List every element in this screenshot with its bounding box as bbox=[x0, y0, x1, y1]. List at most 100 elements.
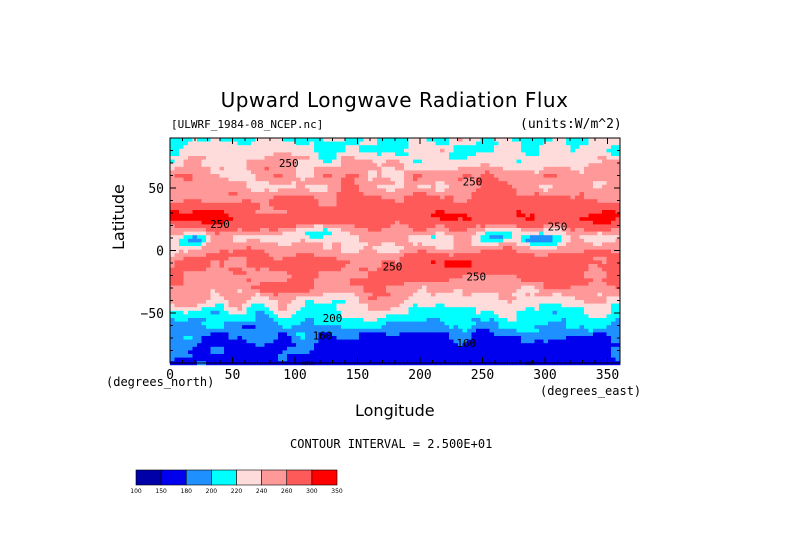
heatmap-cell bbox=[210, 177, 216, 182]
heatmap-cell bbox=[363, 159, 369, 164]
heatmap-cell bbox=[606, 300, 612, 304]
heatmap-cell bbox=[426, 217, 432, 222]
heatmap-cell bbox=[174, 278, 180, 283]
heatmap-cell bbox=[507, 264, 513, 268]
heatmap-cell bbox=[287, 170, 292, 175]
heatmap-cell bbox=[183, 213, 189, 218]
heatmap-cell bbox=[525, 274, 531, 279]
heatmap-cell bbox=[561, 303, 567, 308]
heatmap-cell bbox=[557, 202, 562, 207]
heatmap-cell bbox=[597, 285, 603, 290]
heatmap-cell bbox=[489, 278, 495, 283]
heatmap-cell bbox=[368, 177, 373, 182]
heatmap-cell bbox=[296, 184, 301, 189]
heatmap-cell bbox=[453, 224, 459, 229]
heatmap-cell bbox=[440, 260, 445, 265]
heatmap-cell bbox=[354, 188, 360, 193]
heatmap-cell bbox=[255, 253, 261, 258]
heatmap-cell bbox=[390, 310, 396, 315]
heatmap-cell bbox=[188, 148, 193, 153]
heatmap-cell bbox=[593, 224, 598, 229]
heatmap-cell bbox=[458, 174, 463, 178]
heatmap-cell bbox=[246, 253, 252, 258]
heatmap-cell bbox=[575, 289, 580, 294]
heatmap-cell bbox=[246, 166, 252, 171]
heatmap-cell bbox=[399, 148, 405, 153]
heatmap-cell bbox=[201, 145, 207, 150]
heatmap-cell bbox=[242, 206, 247, 211]
heatmap-cell bbox=[309, 192, 315, 196]
heatmap-cell bbox=[228, 174, 234, 178]
heatmap-cell bbox=[300, 271, 306, 276]
heatmap-cell bbox=[368, 213, 373, 218]
heatmap-cell bbox=[300, 213, 306, 218]
heatmap-cell bbox=[525, 192, 531, 196]
heatmap-cell bbox=[224, 170, 229, 175]
heatmap-cell bbox=[444, 289, 450, 294]
heatmap-cell bbox=[570, 264, 576, 268]
heatmap-cell bbox=[260, 217, 265, 222]
heatmap-cell bbox=[575, 210, 580, 214]
heatmap-cell bbox=[507, 224, 513, 229]
heatmap-cell bbox=[269, 231, 274, 236]
heatmap-cell bbox=[566, 303, 571, 308]
heatmap-cell bbox=[305, 206, 310, 211]
heatmap-cell bbox=[584, 220, 589, 225]
heatmap-cell bbox=[332, 166, 337, 171]
heatmap-cell bbox=[192, 217, 198, 222]
heatmap-cell bbox=[336, 220, 342, 225]
heatmap-cell bbox=[507, 285, 513, 290]
heatmap-cell bbox=[359, 235, 364, 240]
heatmap-cell bbox=[584, 256, 589, 261]
heatmap-cell bbox=[534, 300, 540, 304]
heatmap-cell bbox=[521, 181, 526, 186]
heatmap-cell bbox=[296, 242, 301, 247]
heatmap-cell bbox=[440, 285, 445, 290]
heatmap-cell bbox=[273, 256, 279, 261]
heatmap-cell bbox=[300, 246, 306, 250]
heatmap-cell bbox=[602, 224, 607, 229]
heatmap-cell bbox=[498, 310, 504, 315]
heatmap-cell bbox=[206, 159, 211, 164]
heatmap-cell bbox=[516, 260, 522, 265]
heatmap-cell bbox=[548, 296, 553, 301]
heatmap-cell bbox=[233, 195, 238, 200]
heatmap-cell bbox=[309, 228, 315, 232]
heatmap-cell bbox=[282, 289, 288, 294]
heatmap-cell bbox=[413, 206, 418, 211]
heatmap-cell bbox=[296, 195, 301, 200]
heatmap-cell bbox=[543, 220, 549, 225]
heatmap-cell bbox=[341, 282, 346, 286]
heatmap-cell bbox=[489, 296, 495, 301]
heatmap-cell bbox=[233, 170, 238, 175]
heatmap-cell bbox=[206, 278, 211, 283]
heatmap-cell bbox=[260, 271, 265, 276]
heatmap-cell bbox=[323, 206, 328, 211]
heatmap-cell bbox=[390, 181, 396, 186]
heatmap-cell bbox=[273, 300, 279, 304]
heatmap-cell bbox=[489, 271, 495, 276]
heatmap-cell bbox=[417, 148, 423, 153]
heatmap-cell bbox=[602, 163, 607, 168]
heatmap-cell bbox=[332, 249, 337, 254]
heatmap-cell bbox=[453, 156, 459, 160]
heatmap-cell bbox=[345, 249, 351, 254]
heatmap-cell bbox=[606, 282, 612, 286]
heatmap-cell bbox=[305, 195, 310, 200]
heatmap-cell bbox=[449, 224, 454, 229]
heatmap-cell bbox=[561, 156, 567, 160]
heatmap-cell bbox=[611, 177, 616, 182]
heatmap-cell bbox=[381, 206, 387, 211]
heatmap-cell bbox=[462, 310, 468, 315]
heatmap-cell bbox=[278, 231, 283, 236]
heatmap-cell bbox=[273, 184, 279, 189]
heatmap-cell bbox=[174, 138, 180, 142]
heatmap-cell bbox=[485, 206, 490, 211]
heatmap-cell bbox=[588, 199, 594, 204]
heatmap-cell bbox=[480, 282, 486, 286]
heatmap-cell bbox=[561, 177, 567, 182]
heatmap-cell bbox=[300, 282, 306, 286]
heatmap-cell bbox=[345, 314, 351, 319]
heatmap-cell bbox=[309, 303, 315, 308]
heatmap-cell bbox=[233, 220, 238, 225]
